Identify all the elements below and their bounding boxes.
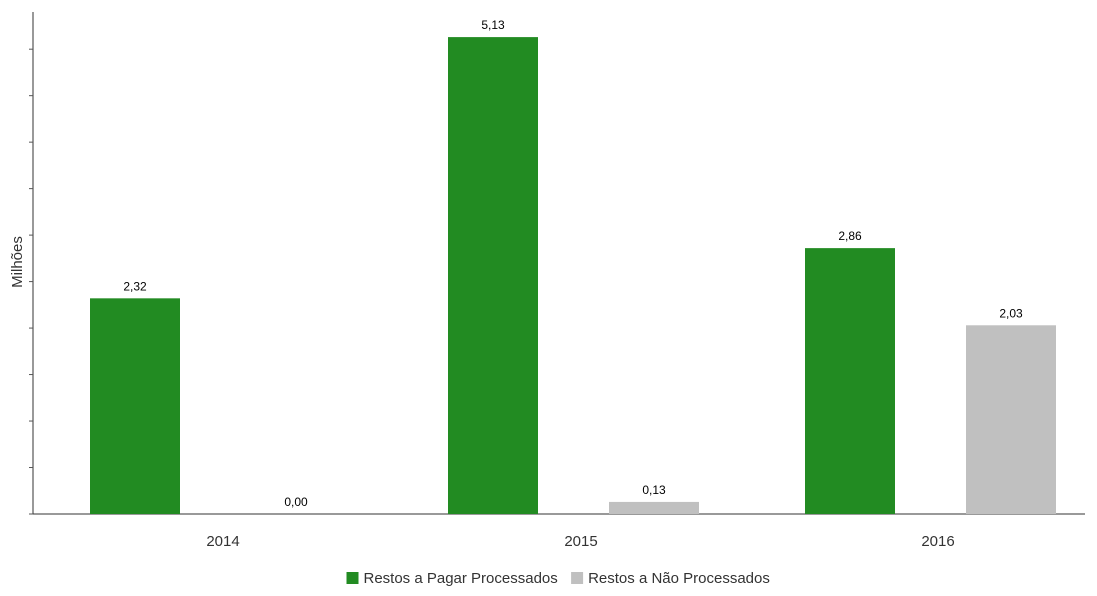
legend-label: Restos a Pagar Processados [364, 570, 558, 587]
data-label: 2,03 [999, 306, 1023, 320]
data-label: 2,86 [838, 229, 862, 243]
legend-swatch [571, 572, 584, 584]
bar-nao-processados-2016 [966, 325, 1056, 514]
bars [90, 37, 1056, 515]
x-tick-label: 2016 [921, 533, 954, 550]
data-label: 0,00 [284, 495, 308, 509]
bar-processados-2016 [805, 248, 895, 515]
data-label: 5,13 [481, 18, 505, 32]
legend-item-processados[interactable]: Restos a Pagar Processados [346, 570, 558, 587]
x-tick-label: 2014 [206, 533, 239, 550]
data-labels: 2,32 5,13 2,86 0,00 0,13 2,03 [123, 18, 1023, 509]
x-tick-labels: 2014 2015 2016 [206, 533, 954, 550]
y-axis-title: Milhões [9, 236, 26, 288]
bar-nao-processados-2015 [609, 501, 699, 514]
axes [29, 12, 1085, 515]
data-label: 0,13 [642, 483, 666, 497]
data-label: 2,32 [123, 279, 147, 293]
x-tick-label: 2015 [564, 533, 597, 550]
legend-item-nao-processados[interactable]: Restos a Não Processados [571, 570, 770, 587]
legend-label: Restos a Não Processados [588, 570, 770, 587]
bar-processados-2014 [90, 298, 180, 514]
legend-swatch [346, 572, 359, 584]
legend: Restos a Pagar Processados Restos a Não P… [346, 570, 770, 587]
bar-processados-2015 [448, 37, 538, 514]
